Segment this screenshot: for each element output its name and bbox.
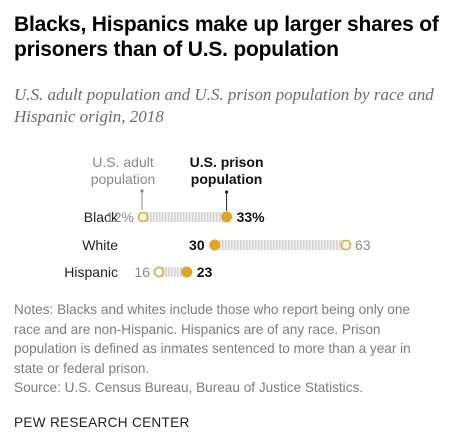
legend-population-label: U.S. adult <box>92 154 154 170</box>
category-label-white: White <box>82 237 118 253</box>
population-value-label: 63 <box>355 237 371 253</box>
population-dot-black <box>137 211 149 223</box>
chart-subtitle: U.S. adult population and U.S. prison po… <box>14 85 434 126</box>
prison-dot-white <box>209 239 221 251</box>
prison-value-label: 33% <box>237 209 266 225</box>
prison-dot-black <box>221 211 233 223</box>
category-label-black: Black <box>84 209 119 225</box>
range-bar-hispanic <box>158 267 187 277</box>
population-dot-white <box>340 239 352 251</box>
range-bar-white <box>214 240 346 250</box>
prison-dot-hispanic <box>181 266 193 278</box>
population-value-label: 12% <box>106 209 134 225</box>
source-text: Source: U.S. Census Bureau, Bureau of Ju… <box>14 380 364 395</box>
legend-population-leader-dot <box>140 189 144 193</box>
legend-prison-label: population <box>191 171 263 187</box>
footer-credit: PEW RESEARCH CENTER <box>14 415 190 430</box>
notes-text: Notes: Blacks and whites include those w… <box>14 302 411 376</box>
legend-prison-label: U.S. prison <box>190 154 264 170</box>
chart-notes: Notes: Blacks and whites include those w… <box>14 300 439 398</box>
range-bar-black <box>143 212 227 222</box>
prison-value-label: 23 <box>197 264 213 280</box>
population-value-label: 16 <box>134 264 150 280</box>
category-label-hispanic: Hispanic <box>64 264 118 280</box>
legend-prison-leader-dot <box>224 190 229 194</box>
population-dot-hispanic <box>153 266 165 278</box>
chart-title: Blacks, Hispanics make up larger shares … <box>14 13 439 61</box>
prison-value-label: 30 <box>189 237 205 253</box>
legend-population-label: population <box>91 171 156 187</box>
